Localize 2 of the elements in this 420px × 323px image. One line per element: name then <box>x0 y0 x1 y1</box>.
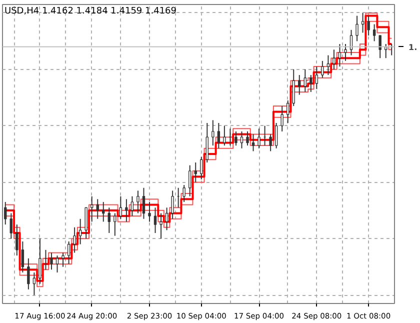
chart-title: USD,H4 1.4162 1.4184 1.4159 1.4169 <box>4 6 177 16</box>
ref-line-label: 1. <box>408 42 418 52</box>
